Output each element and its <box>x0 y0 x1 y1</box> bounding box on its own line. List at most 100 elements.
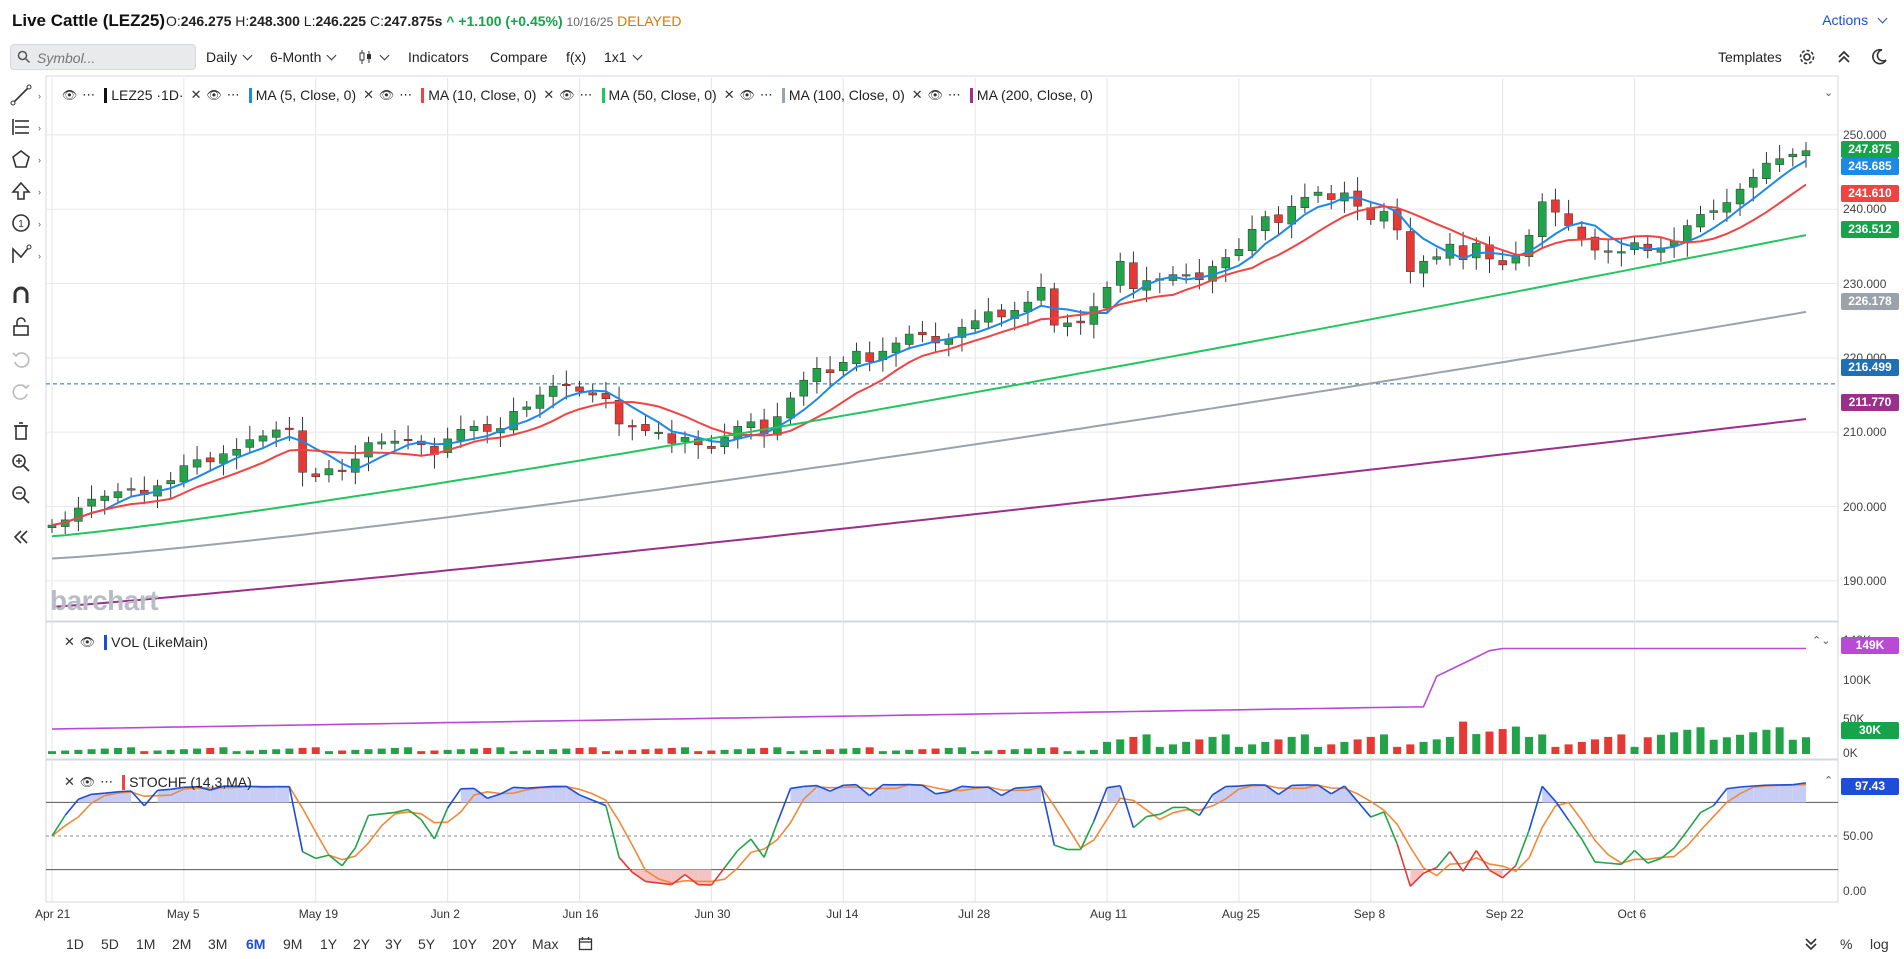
close-icon[interactable]: ✕ <box>723 87 735 102</box>
more-options-icon[interactable]: ⋯ <box>100 774 114 789</box>
close-icon[interactable]: ✕ <box>190 87 202 102</box>
volume-bar <box>1129 736 1138 754</box>
close-icon[interactable]: ✕ <box>64 634 75 649</box>
candle-body <box>1036 286 1046 301</box>
redo-button[interactable] <box>10 380 36 404</box>
percent-scale-button[interactable]: % <box>1840 936 1853 952</box>
volume-bar <box>298 747 307 754</box>
collapse-tools-button[interactable] <box>10 526 36 550</box>
volume-bar <box>1195 739 1204 754</box>
candle-body <box>1590 236 1600 251</box>
range-20y-button[interactable]: 20Y <box>492 936 517 952</box>
main-pane-menu-icon[interactable]: ⌄ <box>1824 87 1834 99</box>
candle-body <box>588 392 597 396</box>
eye-icon[interactable]: 👁 <box>927 88 943 102</box>
more-options-icon[interactable]: ⋯ <box>226 87 240 102</box>
eye-icon[interactable]: 👁 <box>79 635 96 649</box>
eye-icon[interactable]: 👁 <box>62 88 78 102</box>
path-tool-button[interactable]: › <box>10 244 41 268</box>
more-options-icon[interactable]: ⋯ <box>579 87 593 102</box>
close-icon[interactable]: ✕ <box>543 87 555 102</box>
overbought-fill <box>1304 784 1319 803</box>
range-5y-button[interactable]: 5Y <box>418 936 436 952</box>
templates-button[interactable]: Templates <box>1718 49 1782 65</box>
chart-type-dropdown[interactable] <box>358 49 390 65</box>
compare-button[interactable]: Compare <box>490 49 548 65</box>
candle-body <box>1326 193 1336 200</box>
range-dropdown[interactable]: 6-Month <box>270 49 337 65</box>
zoom-in-button[interactable] <box>10 452 36 476</box>
candle-body <box>113 491 123 498</box>
eye-icon[interactable]: 👁 <box>739 88 755 102</box>
magnet-button[interactable] <box>10 284 36 308</box>
zoom-out-button[interactable] <box>10 484 36 508</box>
stoch-k-segment <box>1027 785 1042 789</box>
scroll-to-end-button[interactable] <box>1804 936 1818 955</box>
volume-pane-resize-icon[interactable]: ⌃⌄ <box>1812 635 1831 647</box>
calendar-button[interactable] <box>578 936 593 954</box>
stoch-k-segment <box>513 786 527 789</box>
range-5d-button[interactable]: 5D <box>101 936 119 952</box>
interval-dropdown[interactable]: Daily <box>206 49 253 65</box>
range-2m-button[interactable]: 2M <box>172 936 192 952</box>
arrow-tool-button[interactable]: › <box>10 180 41 204</box>
ma200-line <box>51 418 1807 608</box>
legend-color-swatch <box>601 87 605 103</box>
eye-icon[interactable]: 👁 <box>206 88 222 102</box>
close-icon[interactable]: ✕ <box>363 87 375 102</box>
more-options-icon[interactable]: ⋯ <box>759 87 773 102</box>
range-3y-button[interactable]: 3Y <box>385 936 403 952</box>
range-1d-button[interactable]: 1D <box>66 936 84 952</box>
volume-bar <box>1683 729 1692 754</box>
candle-body <box>1076 320 1085 324</box>
delete-drawings-button[interactable] <box>10 420 36 444</box>
more-options-icon[interactable]: ⋯ <box>399 87 413 102</box>
candle-body <box>1102 286 1112 309</box>
layout-dropdown[interactable]: 1x1 <box>604 49 643 65</box>
legend-label: LEZ25 ·1D· <box>111 87 184 103</box>
symbol-search[interactable] <box>10 44 196 70</box>
undo-button[interactable] <box>10 348 36 372</box>
range-10y-button[interactable]: 10Y <box>452 936 477 952</box>
indicators-button[interactable]: Indicators <box>408 49 469 65</box>
volume-bar <box>1432 739 1441 754</box>
close-icon[interactable]: ✕ <box>64 774 75 789</box>
range-max-button[interactable]: Max <box>532 936 559 952</box>
eye-icon[interactable]: 👁 <box>79 775 96 789</box>
close-icon[interactable]: ✕ <box>911 87 923 102</box>
fx-button[interactable]: f(x) <box>566 49 587 65</box>
range-6m-button[interactable]: 6M <box>246 936 266 952</box>
candle-body <box>126 488 136 491</box>
eye-icon[interactable]: 👁 <box>559 88 575 102</box>
dark-mode-toggle[interactable] <box>1870 48 1888 69</box>
date-axis-tick: Aug 25 <box>1221 907 1260 921</box>
volume-bar <box>1182 741 1191 754</box>
candle-body <box>1129 262 1138 289</box>
overbought-fill <box>909 784 923 803</box>
stoch-k-segment <box>1040 785 1056 846</box>
lines-list-button[interactable]: › <box>10 116 41 140</box>
stoch-k-segment <box>433 807 449 840</box>
range-9m-button[interactable]: 9M <box>283 936 303 952</box>
collapse-header-button[interactable] <box>1836 48 1852 69</box>
range-2y-button[interactable]: 2Y <box>353 936 371 952</box>
symbol-search-input[interactable] <box>37 49 187 66</box>
counter-tool-button[interactable]: 1 › <box>10 212 41 236</box>
shape-tool-icon <box>12 150 30 168</box>
lock-button[interactable] <box>10 316 36 340</box>
range-3m-button[interactable]: 3M <box>208 936 228 952</box>
volume-bar <box>351 749 360 754</box>
range-1m-button[interactable]: 1M <box>136 936 156 952</box>
eye-icon[interactable]: 👁 <box>379 88 395 102</box>
actions-menu-button[interactable]: Actions <box>1822 12 1888 28</box>
more-options-icon[interactable]: ⋯ <box>947 87 961 102</box>
range-1y-button[interactable]: 1Y <box>320 936 338 952</box>
shape-tool-button[interactable]: › <box>10 148 41 172</box>
stoch-pane-resize-icon[interactable]: ⌃ <box>1824 775 1834 787</box>
candle-body <box>377 441 386 445</box>
settings-button[interactable] <box>1798 48 1816 69</box>
line-tool-button[interactable]: › <box>10 84 41 108</box>
log-scale-button[interactable]: log <box>1870 936 1889 952</box>
more-options-icon[interactable]: ⋯ <box>82 87 96 102</box>
